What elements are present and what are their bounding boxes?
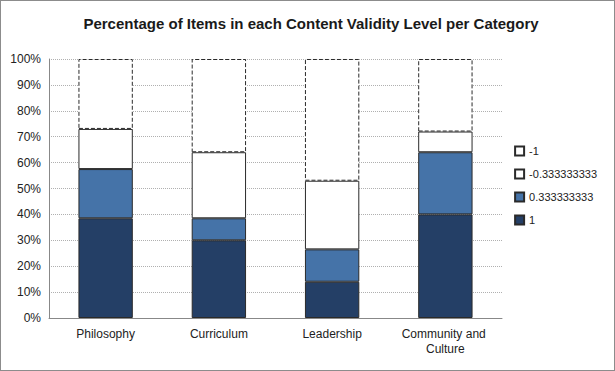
svg-text:Culture: Culture bbox=[426, 342, 465, 356]
svg-text:1: 1 bbox=[529, 214, 535, 226]
svg-text:10%: 10% bbox=[17, 285, 41, 299]
svg-text:-1: -1 bbox=[529, 145, 539, 157]
svg-text:100%: 100% bbox=[10, 52, 41, 66]
svg-text:Philosophy: Philosophy bbox=[76, 327, 135, 341]
svg-text:90%: 90% bbox=[17, 78, 41, 92]
svg-text:0%: 0% bbox=[24, 311, 42, 325]
svg-text:40%: 40% bbox=[17, 207, 41, 221]
svg-text:30%: 30% bbox=[17, 233, 41, 247]
svg-text:70%: 70% bbox=[17, 130, 41, 144]
svg-text:Leadership: Leadership bbox=[302, 327, 362, 341]
svg-text:80%: 80% bbox=[17, 104, 41, 118]
svg-text:Percentage of Items in each Co: Percentage of Items in each Content Vali… bbox=[83, 15, 539, 32]
svg-text:20%: 20% bbox=[17, 259, 41, 273]
svg-text:Community and: Community and bbox=[402, 327, 489, 341]
svg-text:50%: 50% bbox=[17, 182, 41, 196]
svg-text:-0.333333333: -0.333333333 bbox=[529, 168, 597, 180]
svg-text:0.333333333: 0.333333333 bbox=[529, 191, 593, 203]
svg-text:Curriculum: Curriculum bbox=[190, 327, 248, 341]
svg-text:60%: 60% bbox=[17, 156, 41, 170]
